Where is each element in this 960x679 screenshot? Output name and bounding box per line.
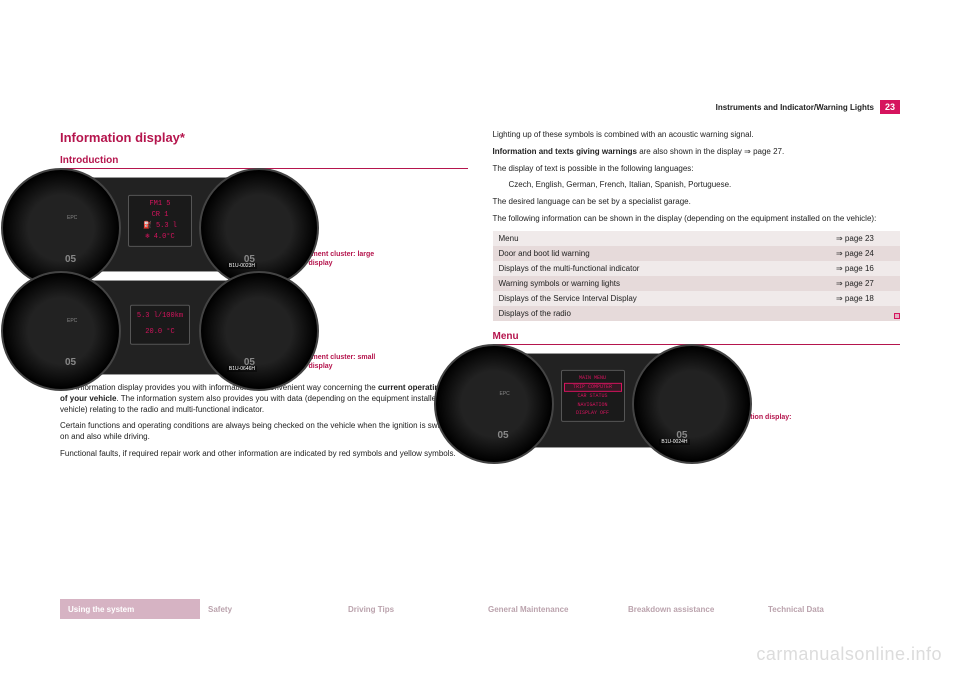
table-row: Menu⇒ page 23	[493, 231, 901, 246]
section-heading: Information display*	[60, 130, 468, 145]
figure-24: EPC 0505 5.3 l/100km 20.0 °C B1U-0646H F…	[60, 280, 468, 375]
table-row: Door and boot lid warning⇒ page 24	[493, 246, 901, 261]
figure-23-image: EPC 0505 FM1 5 CR 1 ⛽ 5.3 l ❄ 4.0°C B1U-…	[60, 177, 260, 272]
table-row: Displays of the Service Interval Display…	[493, 291, 901, 306]
sub-heading-menu: Menu	[493, 331, 901, 345]
sub-heading-introduction: Introduction	[60, 155, 468, 169]
intro-paragraph-2: Certain functions and operating conditio…	[60, 421, 468, 443]
right-p5: The following information can be shown i…	[493, 214, 901, 225]
footer-tab[interactable]: Driving Tips	[340, 599, 480, 619]
fig25-display: MAIN MENU TRIP COMPUTER CAR STATUS NAVIG…	[561, 370, 625, 422]
fig23-display: FM1 5 CR 1 ⛽ 5.3 l ❄ 4.0°C	[128, 194, 192, 246]
footer-tab[interactable]: Safety	[200, 599, 340, 619]
right-p3-languages: Czech, English, German, French, Italian,…	[493, 180, 901, 191]
right-p2: Information and texts giving warnings ar…	[493, 147, 901, 158]
fig24-code: B1U-0646H	[227, 366, 257, 372]
header-section: Instruments and Indicator/Warning Lights	[716, 103, 874, 112]
figure-25: EPC 0505 MAIN MENU TRIP COMPUTER CAR STA…	[493, 353, 901, 448]
right-column: Lighting up of these symbols is combined…	[493, 130, 901, 466]
manual-page: Instruments and Indicator/Warning Lights…	[0, 0, 960, 679]
right-p4: The desired language can be set by a spe…	[493, 197, 901, 208]
figure-24-image: EPC 0505 5.3 l/100km 20.0 °C B1U-0646H	[60, 280, 260, 375]
page-header: Instruments and Indicator/Warning Lights…	[716, 100, 900, 114]
left-column: Information display* Introduction EPC 05…	[60, 130, 468, 466]
info-table: Menu⇒ page 23 Door and boot lid warning⇒…	[493, 231, 901, 321]
right-p3: The display of text is possible in the f…	[493, 164, 901, 175]
watermark: carmanualsonline.info	[756, 644, 942, 665]
header-page-number: 23	[880, 100, 900, 114]
figure-25-image: EPC 0505 MAIN MENU TRIP COMPUTER CAR STA…	[493, 353, 693, 448]
right-p1: Lighting up of these symbols is combined…	[493, 130, 901, 141]
footer-tab[interactable]: Technical Data	[760, 599, 900, 619]
table-row: Displays of the radio	[493, 306, 901, 321]
fig23-code: B1U-0023H	[227, 263, 257, 269]
figure-23: EPC 0505 FM1 5 CR 1 ⛽ 5.3 l ❄ 4.0°C B1U-…	[60, 177, 468, 272]
section-end-marker	[894, 313, 900, 319]
footer-tabs: Using the system Safety Driving Tips Gen…	[60, 599, 900, 619]
intro-paragraph-3: Functional faults, if required repair wo…	[60, 449, 468, 460]
fig25-code: B1U-0024H	[659, 439, 689, 445]
table-row: Displays of the multi-functional indicat…	[493, 261, 901, 276]
footer-tab[interactable]: Breakdown assistance	[620, 599, 760, 619]
footer-tab-active[interactable]: Using the system	[60, 599, 200, 619]
footer-tab[interactable]: General Maintenance	[480, 599, 620, 619]
content-columns: Information display* Introduction EPC 05…	[60, 130, 900, 466]
table-row: Warning symbols or warning lights⇒ page …	[493, 276, 901, 291]
fig24-display: 5.3 l/100km 20.0 °C	[130, 304, 190, 344]
